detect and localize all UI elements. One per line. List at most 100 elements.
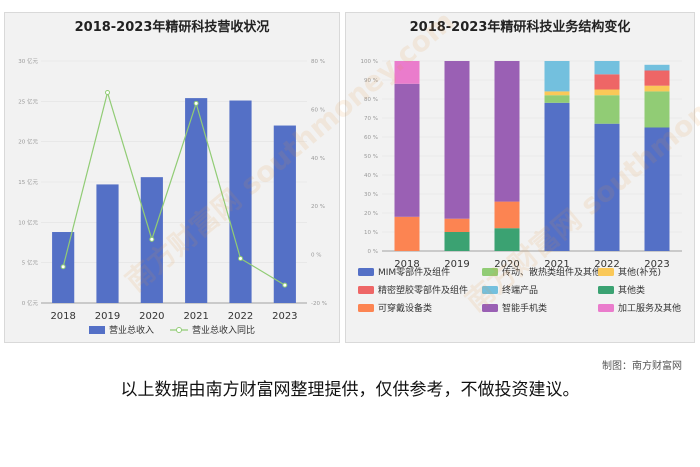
y-axis-tick: 20 % <box>364 211 378 217</box>
stacked-bar-segment <box>444 232 470 251</box>
stacked-bar-segment <box>444 218 470 232</box>
y-axis-tick: 0 % <box>368 249 378 255</box>
stacked-bar-segment <box>544 61 570 92</box>
legend-label: 其他类 <box>618 284 645 296</box>
right-axis-tick: 0 % <box>311 253 321 259</box>
x-axis-tick-label: 2023 <box>272 311 297 322</box>
stacked-bar-segment <box>444 61 470 219</box>
left-axis-tick: 5 亿元 <box>22 259 39 267</box>
stacked-bar-segment <box>544 91 570 96</box>
stacked-bar-segment <box>644 91 670 128</box>
legend-label: 其他(补充) <box>618 266 661 278</box>
x-axis-tick-label: 2018 <box>394 259 419 270</box>
y-axis-tick: 100 % <box>361 59 378 65</box>
structure-chart-panel: 2018-2023年精研科技业务结构变化 100 % 90 % 80 % 70 % 60… <box>345 12 695 343</box>
stacked-bar-segment <box>644 127 670 251</box>
revenue-chart-title: 2018-2023年精研科技营收状况 <box>74 20 270 35</box>
yoy-point <box>105 89 110 95</box>
left-axis-tick: 0 亿元 <box>22 299 39 307</box>
y-axis-tick: 10 % <box>364 230 378 236</box>
legend-swatch <box>358 304 374 312</box>
legend-swatch <box>358 268 374 276</box>
yoy-point <box>149 236 155 242</box>
legend-label: 加工服务及其他 <box>618 302 681 314</box>
stacked-bar-segment <box>394 61 420 84</box>
yoy-line <box>62 90 286 286</box>
legend-label: MIM零部件及组件 <box>378 266 450 278</box>
legend-swatch <box>598 304 614 312</box>
x-axis-tick-label: 2019 <box>95 311 120 322</box>
legend-label: 终端产品 <box>502 284 538 296</box>
stacked-bar-segment <box>494 201 520 229</box>
x-axis-tick-label: 2020 <box>139 311 164 322</box>
y-axis-tick: 60 % <box>364 135 378 141</box>
y-axis-tick: 50 % <box>364 154 378 160</box>
left-axis-tick: 25 亿元 <box>18 97 38 105</box>
stacked-bar-segment <box>644 85 670 92</box>
legend-label: 智能手机类 <box>502 302 547 314</box>
stacked-bar-segment <box>594 74 620 90</box>
legend-swatch <box>598 268 614 276</box>
y-axis-tick: 70 % <box>364 116 378 122</box>
stacked-bar-segment <box>594 95 620 124</box>
x-axis-tick-label: 2023 <box>644 259 669 270</box>
right-axis-tick: 80 % <box>311 59 325 65</box>
stacked-bar-segment <box>544 102 570 251</box>
legend-label: 可穿戴设备类 <box>378 302 432 314</box>
disclaimer-text: 以上数据由南方财富网整理提供，仅供参考，不做投资建议。 <box>120 380 580 400</box>
yoy-point <box>282 282 288 288</box>
x-axis-tick-label: 2021 <box>544 259 569 270</box>
stacked-bar-segment <box>644 64 670 71</box>
y-axis-tick: 40 % <box>364 173 378 179</box>
legend-swatch <box>598 286 614 294</box>
stacked-bar-segment <box>594 61 620 75</box>
stacked-bar-segment <box>594 89 620 96</box>
y-axis-tick: 90 % <box>364 78 378 84</box>
y-axis-tick: 80 % <box>364 97 378 103</box>
revenue-bar <box>273 125 296 304</box>
stacked-bar-segment <box>644 70 670 86</box>
revenue-bar <box>229 100 252 303</box>
stacked-bar-segment <box>544 95 570 103</box>
yoy-point <box>238 255 243 261</box>
legend-swatch <box>482 268 498 276</box>
stacked-bar-segment <box>594 123 620 251</box>
x-axis-tick-label: 2018 <box>50 311 75 322</box>
left-axis-tick: 15 亿元 <box>18 178 38 186</box>
x-axis-tick-label: 2019 <box>444 259 469 270</box>
legend-label: 精密塑胶零部件及组件 <box>378 284 468 296</box>
legend-label: 传动、散热类组件及其他 <box>502 266 601 278</box>
yoy-point <box>193 100 199 106</box>
legend-swatch <box>482 286 498 294</box>
right-axis-tick: 60 % <box>311 107 325 113</box>
stacked-bar-segment <box>494 61 520 202</box>
left-axis-tick: 10 亿元 <box>18 218 38 226</box>
revenue-chart-panel: 2018-2023年精研科技营收状况 30 亿元 25 亿元 20 亿元 15 亿元 1… <box>4 12 340 343</box>
revenue-bar <box>185 98 208 304</box>
stacked-bar-segment <box>394 216 420 251</box>
legend-label-revenue: 营业总收入 <box>109 324 154 336</box>
right-axis-tick: 20 % <box>311 204 325 210</box>
legend-swatch <box>358 286 374 294</box>
left-axis-tick: 20 亿元 <box>18 138 38 146</box>
structure-chart-svg: 100 % 90 % 80 % 70 % 60 % 50 % 40 % 30 % 20 % 10 … <box>358 59 682 314</box>
revenue-bar <box>96 184 119 303</box>
chart-credit: 制图：南方财富网 <box>602 361 682 372</box>
right-axis-tick: -20 % <box>311 301 327 307</box>
x-axis-tick-label: 2020 <box>494 259 519 270</box>
legend-marker-yoy <box>176 327 182 333</box>
y-axis-tick: 30 % <box>364 192 378 198</box>
x-axis-tick-label: 2022 <box>594 259 619 270</box>
yoy-point <box>60 264 66 270</box>
revenue-chart-svg: 30 亿元 25 亿元 20 亿元 15 亿元 10 亿元 5 亿元 0 亿元 80 % 60 … <box>18 57 327 336</box>
legend-label-yoy: 营业总收入同比 <box>192 324 255 336</box>
x-axis-tick-label: 2021 <box>183 311 208 322</box>
stacked-bar-segment <box>494 228 520 251</box>
structure-chart-title: 2018-2023年精研科技业务结构变化 <box>409 20 631 35</box>
stacked-bar-segment <box>394 83 420 217</box>
x-axis-tick-label: 2022 <box>228 311 253 322</box>
right-axis-tick: 40 % <box>311 156 325 162</box>
legend-swatch-revenue <box>89 326 105 334</box>
left-axis-tick: 30 亿元 <box>18 57 38 65</box>
legend-swatch <box>482 304 498 312</box>
